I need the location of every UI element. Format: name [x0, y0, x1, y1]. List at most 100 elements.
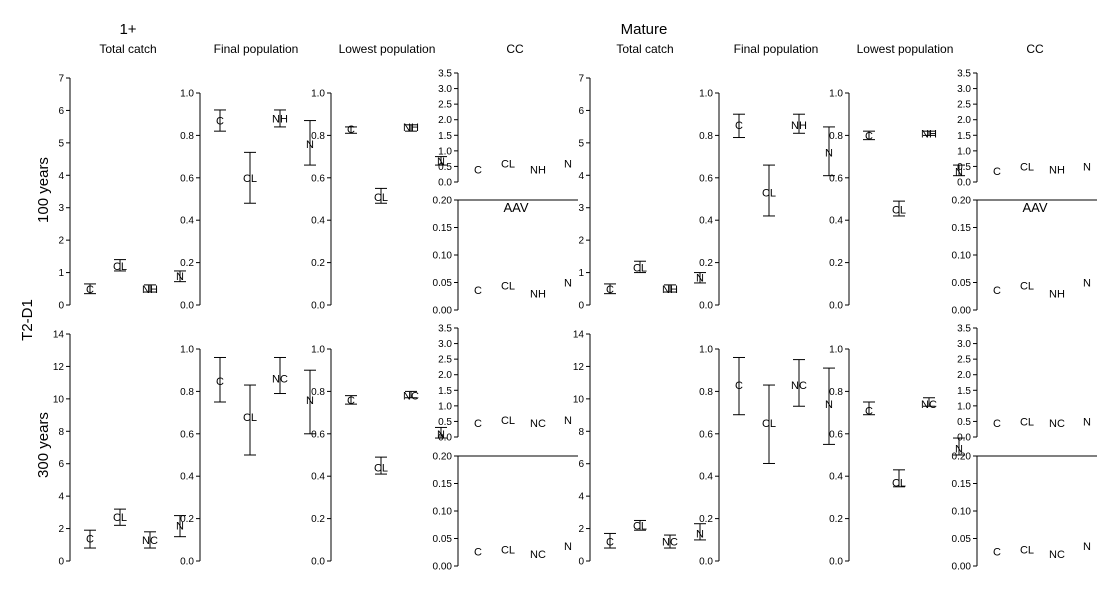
- y-tick-label: 6: [58, 459, 64, 470]
- y-tick-label: 0.6: [829, 429, 843, 440]
- panel-14: 0.0 0.5 1.0 1.5 2.0 2.5 3.0 3.5 C CL NC N: [438, 324, 572, 444]
- data-point-n: N: [955, 444, 963, 456]
- y-tick-label: 1.5: [957, 131, 971, 142]
- y-tick-label: 14: [573, 330, 585, 341]
- y-tick-label: 4: [58, 492, 64, 503]
- data-point-cl: CL: [113, 261, 127, 273]
- y-tick-label: 12: [573, 362, 585, 373]
- data-point-n: N: [955, 166, 963, 178]
- data-point-cl: CL: [1020, 280, 1034, 292]
- data-point-n: N: [1083, 541, 1091, 553]
- y-tick-label: 0.0: [699, 557, 713, 568]
- y-tick-label: 12: [53, 362, 65, 373]
- data-point-c: C: [86, 533, 94, 545]
- data-point-n: N: [306, 139, 314, 151]
- data-point-nh: NH: [791, 120, 807, 132]
- y-tick-label: 0.8: [180, 387, 194, 398]
- y-tick-label: 0.05: [952, 278, 972, 289]
- data-point-n: N: [696, 528, 704, 540]
- column-title-8: CC: [1026, 42, 1044, 56]
- y-tick-label: 6: [578, 459, 584, 470]
- y-tick-label: 0.10: [952, 251, 972, 262]
- y-tick-label: 1.0: [438, 401, 452, 412]
- y-tick-label: 2.0: [957, 370, 971, 381]
- data-point-nc: NC: [921, 399, 937, 411]
- panel-6: 0 1 2 3 4 5 6 7 C CL NH N: [578, 74, 706, 312]
- panel-20: 0.00 0.05 0.10 0.15 0.20 C CL NC N: [952, 452, 1097, 573]
- data-point-n: N: [696, 272, 704, 284]
- y-tick-label: 0.0: [829, 301, 843, 312]
- y-tick-label: 2.0: [438, 115, 452, 126]
- data-point-c: C: [474, 285, 482, 297]
- y-tick-label: 0.05: [433, 534, 453, 545]
- y-tick-label: 3.0: [957, 339, 971, 350]
- panel-12: 0.0 0.2 0.4 0.6 0.8 1.0 C CL NC N: [180, 345, 316, 568]
- data-point-n: N: [437, 429, 445, 441]
- y-tick-label: 0.6: [699, 173, 713, 184]
- y-tick-label: 0: [578, 301, 584, 312]
- data-point-c: C: [993, 166, 1001, 178]
- y-tick-label: 1.0: [699, 89, 713, 100]
- y-tick-label: 2.5: [957, 100, 971, 111]
- column-title-1: Total catch: [99, 42, 156, 56]
- data-point-nh: NH: [403, 122, 419, 134]
- y-tick-label: 4: [578, 492, 584, 503]
- data-point-nc: NC: [530, 549, 546, 561]
- data-point-c: C: [865, 130, 873, 142]
- data-point-cl: CL: [243, 412, 257, 424]
- y-tick-label: 2: [578, 524, 584, 535]
- y-tick-label: 0.4: [180, 472, 194, 483]
- panel-15: 0.00 0.05 0.10 0.15 0.20 C CL NC N: [433, 452, 578, 573]
- data-point-c: C: [865, 405, 873, 417]
- y-tick-label: 2: [58, 236, 64, 247]
- y-tick-label: 7: [578, 74, 584, 85]
- y-tick-label: 0.4: [829, 216, 843, 227]
- y-tick-label: 0.2: [829, 514, 843, 525]
- y-tick-label: 0.20: [433, 452, 453, 463]
- y-tick-label: 0.0: [829, 557, 843, 568]
- y-tick-label: 0.4: [829, 472, 843, 483]
- y-tick-label: 0.6: [829, 173, 843, 184]
- y-tick-label: 0.8: [699, 131, 713, 142]
- panel-8: 0.0 0.2 0.4 0.6 0.8 1.0 C CL NH N: [829, 89, 965, 312]
- y-tick-label: 0: [578, 557, 584, 568]
- y-tick-label: 2.0: [957, 115, 971, 126]
- y-tick-label: 4: [58, 171, 64, 182]
- data-point-cl: CL: [1020, 416, 1034, 428]
- data-point-n: N: [825, 147, 833, 159]
- data-point-c: C: [993, 418, 1001, 430]
- y-tick-label: 0.6: [180, 173, 194, 184]
- y-tick-label: 0.5: [957, 417, 971, 428]
- data-point-nc: NC: [1049, 418, 1065, 430]
- side-label: T2-D1: [19, 299, 36, 341]
- y-tick-label: 0.0: [957, 433, 971, 444]
- y-tick-label: 0.5: [438, 162, 452, 173]
- data-point-cl: CL: [633, 263, 647, 275]
- data-point-n: N: [437, 156, 445, 168]
- y-tick-label: 0.15: [952, 479, 972, 490]
- data-point-nh: NH: [272, 113, 288, 125]
- group-label-mature: Mature: [621, 21, 668, 38]
- data-point-c: C: [606, 537, 614, 549]
- data-point-c: C: [474, 418, 482, 430]
- panel-16: 0 2 4 6 8 10 12 14 C CL NC N: [573, 330, 706, 568]
- data-point-cl: CL: [374, 463, 388, 475]
- y-tick-label: 2.5: [438, 355, 452, 366]
- data-point-cl: CL: [1020, 161, 1034, 173]
- data-point-c: C: [216, 376, 224, 388]
- data-point-c: C: [606, 284, 614, 296]
- group-label-1plus: 1+: [119, 21, 136, 38]
- panel-13: 0.0 0.2 0.4 0.6 0.8 1.0 C CL NC N: [311, 345, 447, 568]
- data-point-c: C: [474, 547, 482, 559]
- y-tick-label: 3.5: [438, 69, 452, 80]
- y-tick-label: 0.2: [311, 258, 325, 269]
- y-tick-label: 1.5: [438, 131, 452, 142]
- data-point-n: N: [564, 278, 572, 290]
- data-point-c: C: [474, 165, 482, 177]
- y-tick-label: 5: [58, 138, 64, 149]
- y-tick-label: 0.10: [952, 507, 972, 518]
- data-point-nh: NH: [1049, 289, 1065, 301]
- y-tick-label: 0.8: [829, 131, 843, 142]
- y-tick-label: 0.8: [311, 387, 325, 398]
- y-tick-label: 0.10: [433, 507, 453, 518]
